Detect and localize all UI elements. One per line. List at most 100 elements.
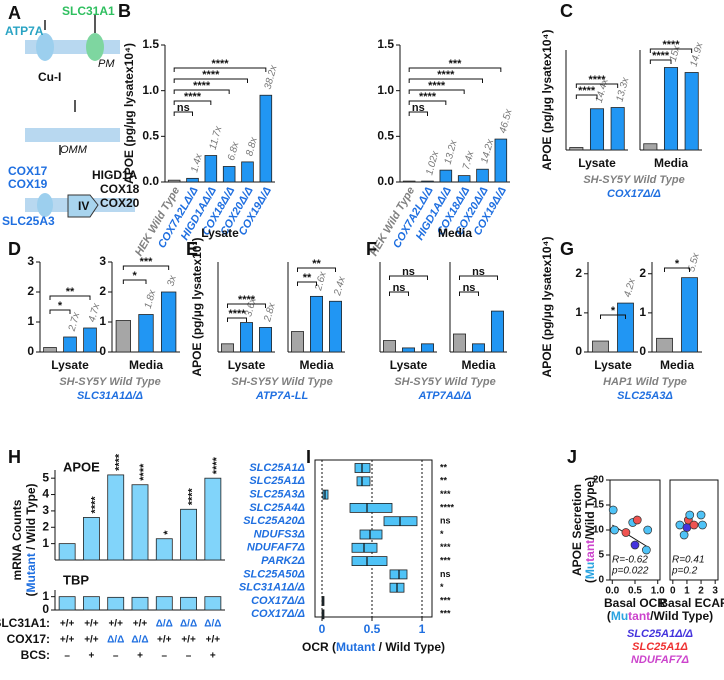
bar	[83, 596, 100, 611]
bar	[63, 336, 77, 353]
fold-change-label: 4.2x	[622, 276, 638, 298]
genotype-cell: Δ/Δ	[180, 619, 197, 630]
significance-bracket	[173, 67, 267, 72]
bar	[58, 596, 76, 611]
legend-label: HAP1 Wild Type	[603, 376, 687, 388]
significance-label: *	[440, 529, 444, 539]
significance-label: ****	[228, 308, 246, 320]
protein-label: COX19	[8, 177, 48, 191]
bar	[592, 340, 609, 353]
genotype-cell: +/+	[84, 635, 99, 646]
y-tick-label: 4	[42, 487, 49, 501]
genotype-cell: Δ/Δ	[156, 619, 173, 630]
annotation: R=-0.62	[612, 555, 648, 566]
genotype-cell: –	[113, 651, 119, 662]
x-tick-label: 0.5	[628, 586, 642, 597]
group-label: Media	[129, 358, 163, 372]
text-part: Mutant	[24, 553, 38, 592]
bar	[43, 347, 57, 353]
x-tick-label: 1.0	[651, 586, 665, 597]
text-part: (	[24, 593, 38, 597]
text-part: Wild Type	[24, 487, 38, 543]
significance-bracket	[389, 275, 428, 280]
row-label: COX17Δ/Δ	[251, 608, 305, 620]
x-tick-label: 2	[698, 586, 704, 597]
bar	[204, 477, 222, 561]
bar	[222, 166, 236, 183]
y-tick-label: 3	[99, 254, 106, 268]
bar	[83, 517, 100, 561]
bar	[58, 543, 76, 561]
bar	[472, 343, 485, 353]
group-label: Lysate	[201, 226, 239, 240]
significance-label: ****	[193, 80, 211, 92]
fold-change-label: 7.4x	[461, 149, 477, 171]
genotype-cell: +/+	[157, 635, 172, 646]
genotype-cell: Δ/Δ	[204, 619, 221, 630]
genotype-cell: –	[162, 651, 168, 662]
bar	[402, 347, 415, 353]
row-label: SLC25A20Δ	[243, 515, 305, 527]
scatter-point	[632, 515, 642, 525]
fold-change-label: 14.2x	[479, 137, 496, 164]
y-tick-label: 0	[598, 575, 604, 586]
bar	[83, 327, 97, 353]
significance-bracket	[408, 78, 483, 83]
significance-bracket	[459, 275, 498, 280]
text-part: tant	[583, 540, 597, 562]
scatter-point	[679, 530, 689, 540]
significance-label: ****	[588, 74, 606, 86]
fold-change-label: 6.8x	[226, 140, 242, 162]
fold-change-label: 1.02x	[424, 149, 441, 176]
scatter-point	[621, 528, 631, 537]
bar	[186, 177, 199, 183]
genotype-cell: +/+	[181, 635, 196, 646]
y-tick-label: 1	[639, 305, 646, 319]
x-axis-label: (Mutant/Wild Type)	[607, 609, 713, 623]
y-tick-label: 2	[27, 284, 34, 298]
panel-letter: G	[560, 239, 574, 259]
significance-label: ****	[440, 502, 455, 512]
significance-label: ns	[463, 282, 476, 294]
y-tick-label: 2	[99, 284, 106, 298]
legend-label: SLC25A1Δ/Δ	[627, 628, 693, 640]
fold-change-label: 8.8x	[244, 135, 260, 157]
membrane-label: OMM	[60, 144, 88, 156]
bar	[259, 94, 273, 183]
box	[349, 502, 393, 513]
legend-label: SLC25A3Δ	[617, 390, 673, 402]
y-tick-label: 1	[575, 305, 582, 319]
legend-label: SH-SY5Y Wild Type	[59, 376, 160, 388]
legend-label: SH-SY5Y Wild Type	[231, 376, 332, 388]
fold-change-label: 15x	[668, 44, 683, 63]
panel-letter: A	[8, 3, 21, 23]
bar	[643, 143, 658, 151]
significance-label: ns	[402, 266, 415, 278]
panel-letter: B	[118, 1, 131, 21]
text-part: (	[583, 579, 597, 583]
panel-letter: E	[186, 239, 198, 259]
genotype-cell: +/+	[133, 619, 148, 630]
significance-label: ****	[138, 463, 150, 481]
protein-label: HIGD1A	[92, 168, 138, 182]
genotype-cell: Δ/Δ	[131, 635, 148, 646]
bar	[291, 331, 304, 353]
significance-label: *	[58, 300, 63, 312]
panel-letter: D	[8, 239, 21, 259]
significance-label: ***	[449, 58, 463, 70]
significance-label: ****	[89, 496, 101, 514]
significance-label: ns	[440, 569, 451, 579]
y-tick-label: 0	[639, 344, 646, 358]
text-part: (	[607, 609, 611, 623]
y-axis-label: APOE Secretion	[570, 484, 584, 576]
y-tick-label: 1	[99, 314, 106, 328]
y-tick-label: 1.5	[377, 37, 394, 51]
arrows	[44, 15, 96, 155]
genotype-cell: +/+	[60, 619, 75, 630]
group-label: Lysate	[51, 358, 89, 372]
significance-label: ***	[440, 489, 451, 499]
significance-label: *	[162, 530, 174, 535]
genotype-cell: +	[137, 651, 143, 662]
x-tick-label: 0.0	[605, 586, 619, 597]
genotype-cell: +	[210, 651, 216, 662]
